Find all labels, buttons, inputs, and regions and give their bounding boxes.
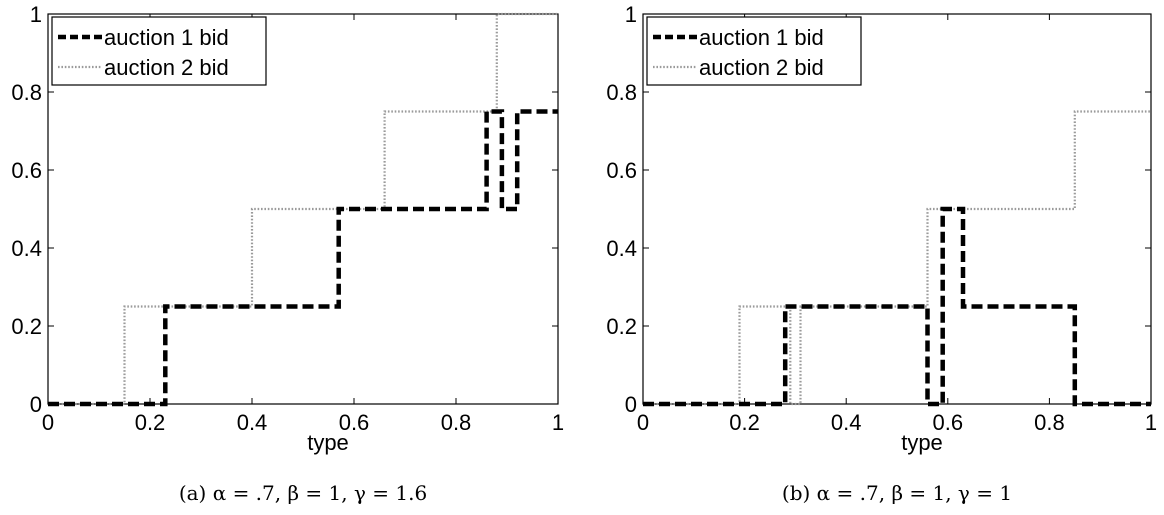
y-tick-label: 0.8 — [606, 80, 637, 105]
x-tick-label: 0.2 — [729, 410, 760, 435]
y-tick-label: 0.6 — [606, 158, 637, 183]
series-line-auction-2 — [643, 110, 1151, 406]
y-tick-label: 1 — [30, 2, 42, 27]
y-tick-label: 0 — [625, 392, 637, 417]
legend-label: auction 2 bid — [699, 55, 824, 80]
legend — [646, 16, 862, 86]
x-tick-label: 1 — [1145, 410, 1157, 435]
y-tick-label: 0.4 — [11, 236, 42, 261]
legend-label: auction 1 bid — [699, 25, 824, 50]
x-tick-label: 0 — [637, 410, 649, 435]
x-tick-label: 1 — [552, 410, 564, 435]
x-tick-label: 0.8 — [441, 410, 472, 435]
x-axis-label: type — [307, 430, 349, 455]
y-tick-label: 0.2 — [11, 314, 42, 339]
chart-panel-b: 0 0.2 0.4 0.6 0.8 1 0 0.2 0.4 0.6 0.8 1 auction 1 bi… — [606, 2, 1157, 505]
chart-panel-a: 0 0.2 0.4 0.6 0.8 1 0 0.2 0.4 0.6 0.8 1 auction 1 bi… — [11, 2, 564, 505]
figure-caption: (a) α = .7, β = 1, γ = 1.6 — [179, 481, 427, 505]
legend-label: auction 2 bid — [104, 55, 229, 80]
y-tick-label: 0.8 — [11, 80, 42, 105]
y-tick-label: 0 — [30, 392, 42, 417]
x-tick-label: 0.4 — [237, 410, 268, 435]
x-tick-label: 0.4 — [831, 410, 862, 435]
x-tick-label: 0.2 — [135, 410, 166, 435]
legend — [51, 16, 267, 86]
series-line-auction-1 — [48, 109, 558, 407]
x-tick-label: 0 — [42, 410, 54, 435]
series-line-auction-1 — [643, 206, 1151, 407]
y-tick-label: 0.4 — [606, 236, 637, 261]
legend-label: auction 1 bid — [104, 25, 229, 50]
y-tick-label: 0.6 — [11, 158, 42, 183]
y-tick-label: 0.2 — [606, 314, 637, 339]
x-tick-label: 0.6 — [339, 410, 370, 435]
x-tick-label: 0.6 — [933, 410, 964, 435]
x-tick-label: 0.8 — [1034, 410, 1065, 435]
x-axis-label: type — [901, 430, 943, 455]
figure-caption: (b) α = .7, β = 1, γ = 1 — [782, 481, 1012, 505]
y-tick-label: 1 — [625, 2, 637, 27]
series-line-auction-2 — [48, 12, 558, 406]
